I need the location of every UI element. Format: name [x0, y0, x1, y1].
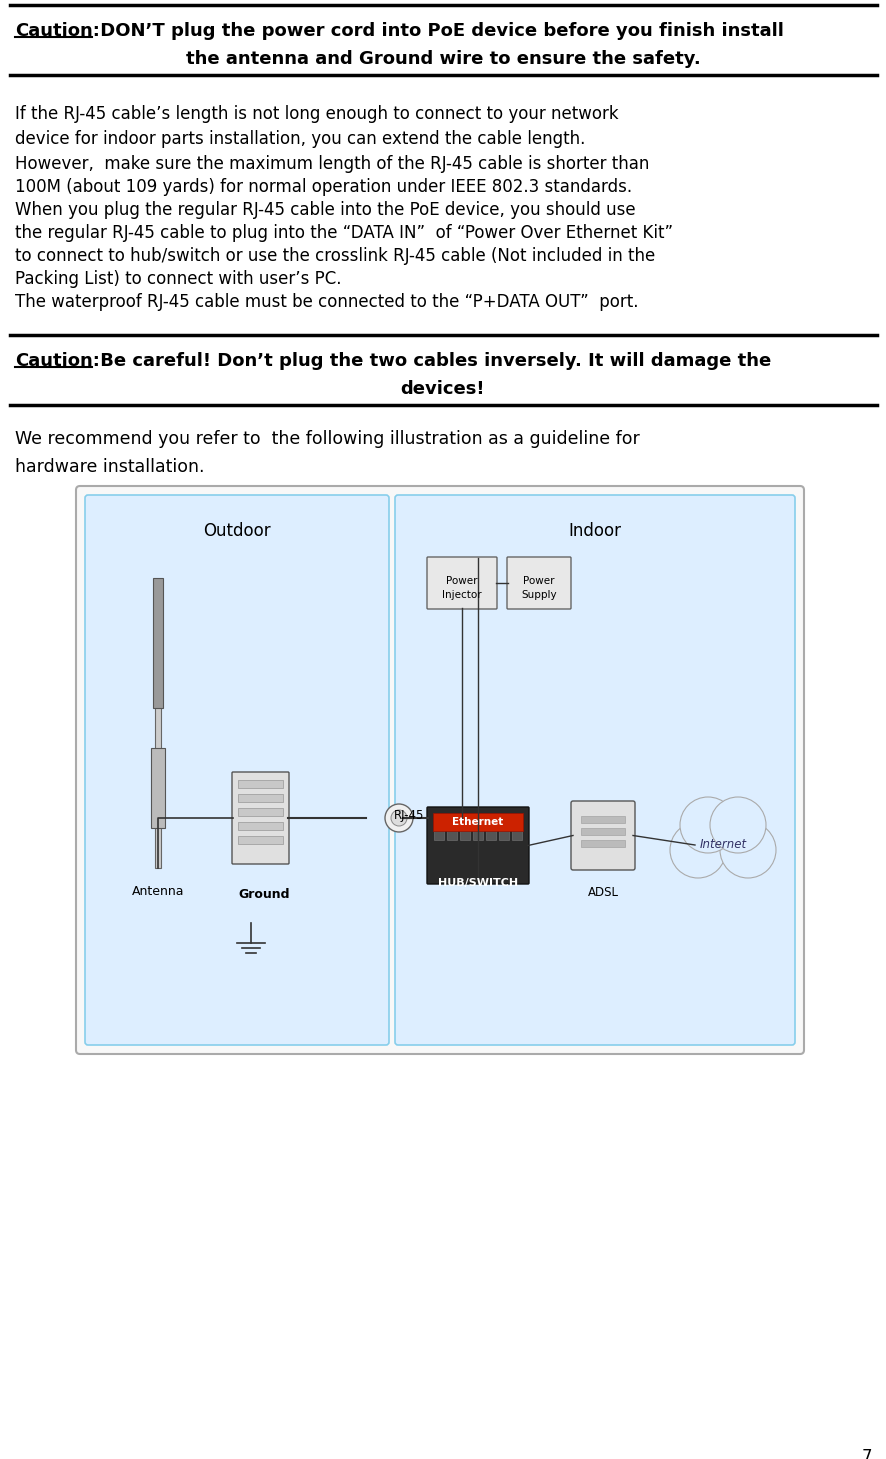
- Text: Antenna: Antenna: [132, 886, 184, 897]
- Text: When you plug the regular RJ-45 cable into the PoE device, you should use: When you plug the regular RJ-45 cable in…: [15, 201, 635, 219]
- Circle shape: [709, 797, 766, 854]
- Bar: [237, 781, 283, 788]
- Text: devices!: devices!: [400, 379, 485, 398]
- Bar: [237, 836, 283, 843]
- Text: We recommend you refer to  the following illustration as a guideline for: We recommend you refer to the following …: [15, 430, 639, 448]
- Circle shape: [680, 797, 735, 854]
- Text: 7: 7: [860, 1447, 871, 1459]
- FancyBboxPatch shape: [76, 486, 803, 1053]
- Text: Outdoor: Outdoor: [203, 522, 270, 540]
- Bar: [486, 826, 495, 840]
- Text: Ground: Ground: [237, 889, 289, 902]
- Text: Ethernet: Ethernet: [452, 817, 503, 827]
- Text: the regular RJ-45 cable to plug into the “DATA IN”  of “Power Over Ethernet Kit”: the regular RJ-45 cable to plug into the…: [15, 225, 672, 242]
- Text: Packing List) to connect with user’s PC.: Packing List) to connect with user’s PC.: [15, 270, 341, 287]
- Text: RJ-45: RJ-45: [393, 808, 424, 821]
- Bar: [433, 826, 444, 840]
- Circle shape: [669, 821, 725, 878]
- Text: Internet: Internet: [699, 839, 746, 852]
- Bar: [499, 826, 509, 840]
- Bar: [237, 821, 283, 830]
- Text: hardware installation.: hardware installation.: [15, 458, 205, 476]
- Bar: [580, 840, 625, 848]
- Bar: [237, 808, 283, 816]
- Bar: [152, 578, 163, 708]
- Text: Power: Power: [446, 576, 478, 587]
- Circle shape: [719, 821, 775, 878]
- Text: Injector: Injector: [442, 589, 481, 600]
- Bar: [151, 748, 165, 829]
- Text: DON’T plug the power cord into PoE device before you finish install: DON’T plug the power cord into PoE devic…: [94, 22, 783, 39]
- Text: HUB/SWITCH: HUB/SWITCH: [438, 878, 517, 889]
- Circle shape: [385, 804, 413, 832]
- Bar: [237, 794, 283, 802]
- Bar: [511, 826, 522, 840]
- Bar: [472, 826, 483, 840]
- Bar: [460, 826, 470, 840]
- FancyBboxPatch shape: [394, 495, 794, 1045]
- Text: Indoor: Indoor: [568, 522, 621, 540]
- Text: Power: Power: [523, 576, 554, 587]
- Bar: [580, 829, 625, 835]
- Text: Caution:: Caution:: [15, 352, 100, 371]
- Bar: [155, 658, 161, 868]
- Bar: [447, 826, 456, 840]
- Bar: [432, 813, 523, 832]
- Text: the antenna and Ground wire to ensure the safety.: the antenna and Ground wire to ensure th…: [185, 50, 700, 69]
- Text: Caution:: Caution:: [15, 22, 100, 39]
- Text: 100M (about 109 yards) for normal operation under IEEE 802.3 standards.: 100M (about 109 yards) for normal operat…: [15, 178, 632, 196]
- Text: ADSL: ADSL: [587, 886, 618, 899]
- Circle shape: [695, 807, 750, 864]
- Text: However,  make sure the maximum length of the RJ-45 cable is shorter than: However, make sure the maximum length of…: [15, 155, 649, 174]
- Circle shape: [391, 810, 407, 826]
- Text: If the RJ-45 cable’s length is not long enough to connect to your network: If the RJ-45 cable’s length is not long …: [15, 105, 618, 123]
- Text: Be careful! Don’t plug the two cables inversely. It will damage the: Be careful! Don’t plug the two cables in…: [94, 352, 771, 371]
- Text: device for indoor parts installation, you can extend the cable length.: device for indoor parts installation, yo…: [15, 130, 585, 147]
- FancyBboxPatch shape: [507, 557, 571, 608]
- FancyBboxPatch shape: [426, 557, 496, 608]
- FancyBboxPatch shape: [232, 772, 289, 864]
- Text: The waterproof RJ-45 cable must be connected to the “P+DATA OUT”  port.: The waterproof RJ-45 cable must be conne…: [15, 293, 638, 311]
- Text: to connect to hub/switch or use the crosslink RJ-45 cable (Not included in the: to connect to hub/switch or use the cros…: [15, 247, 655, 266]
- Bar: [580, 816, 625, 823]
- Text: Supply: Supply: [521, 589, 556, 600]
- FancyBboxPatch shape: [426, 807, 528, 884]
- FancyBboxPatch shape: [85, 495, 389, 1045]
- FancyBboxPatch shape: [571, 801, 634, 870]
